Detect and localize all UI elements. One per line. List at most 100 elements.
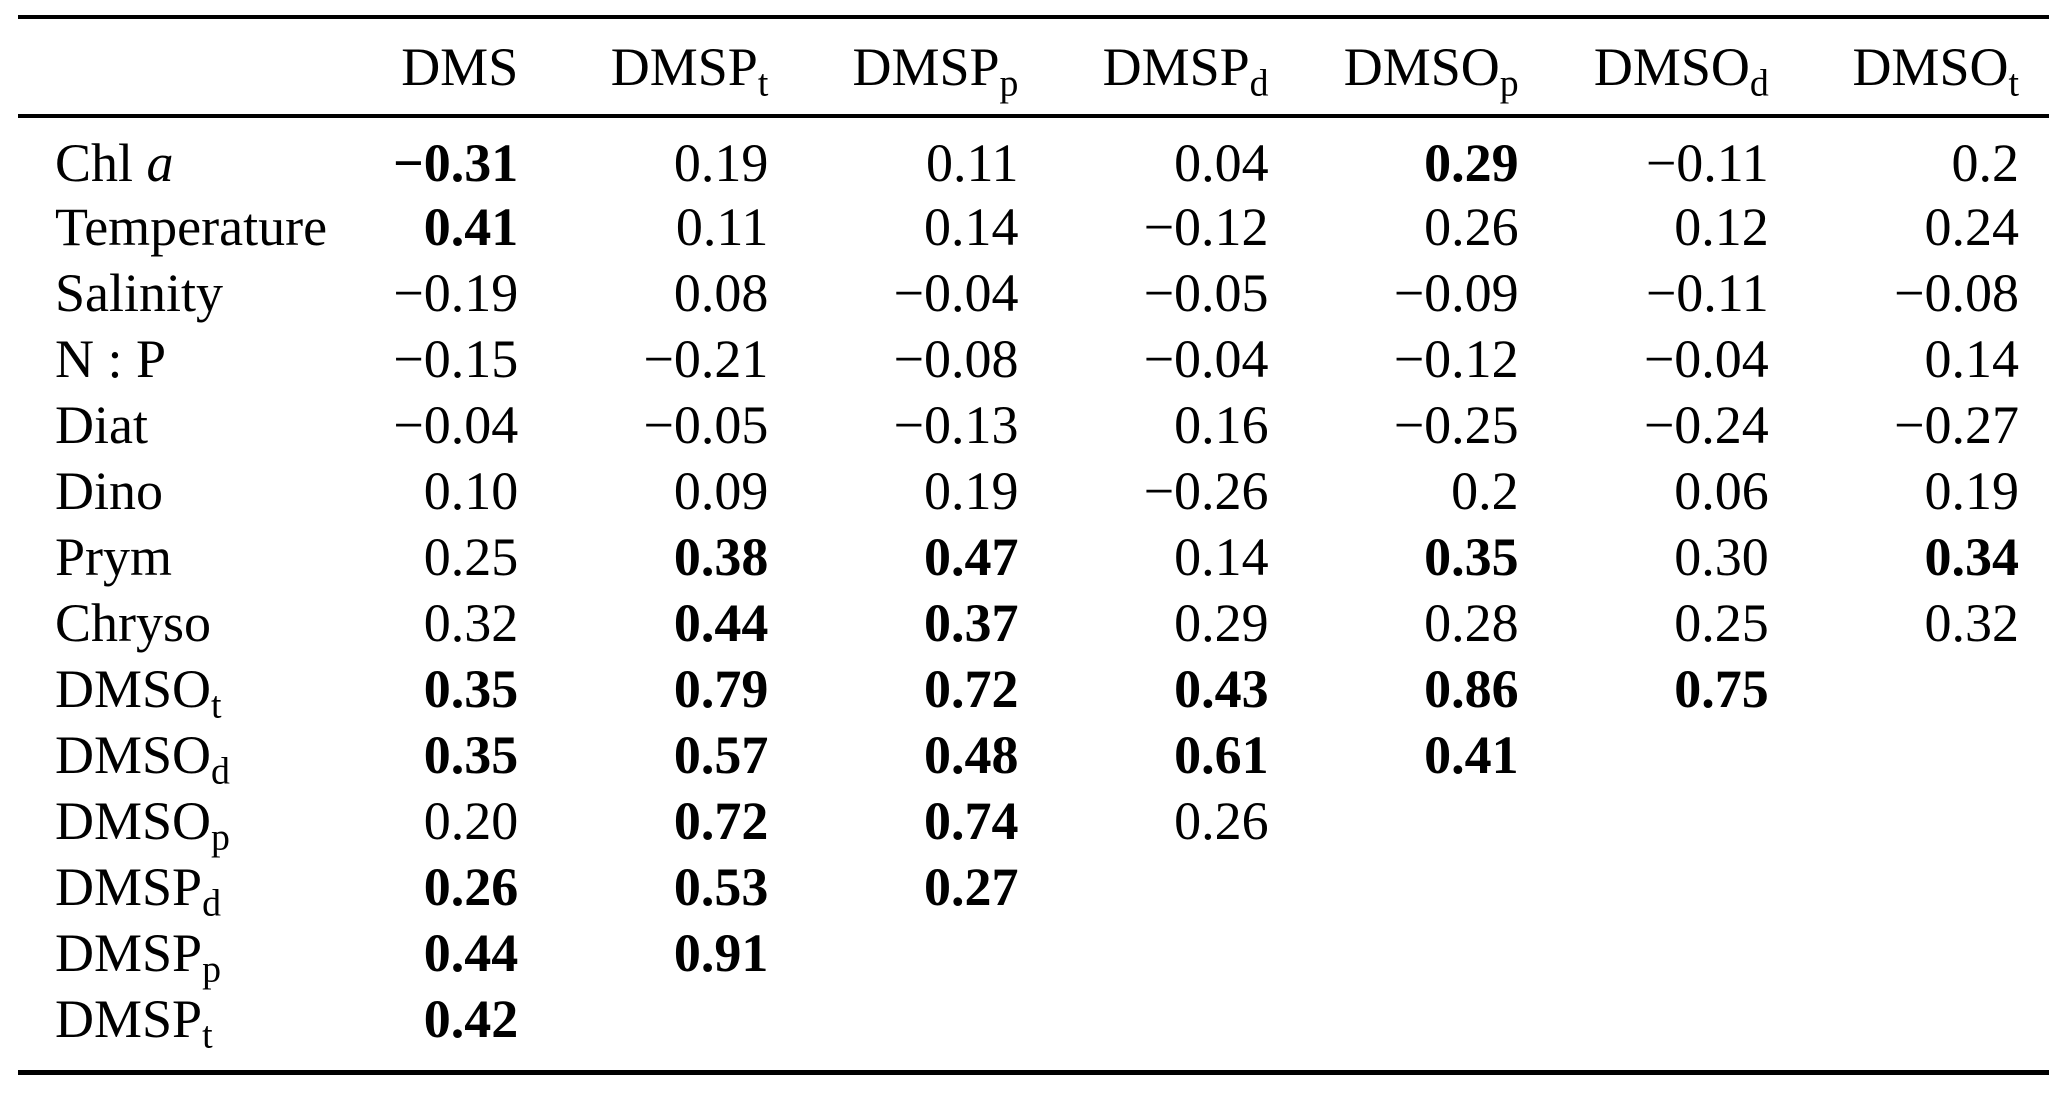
value-cell [1549, 722, 1799, 788]
value-cell: 0.2 [1451, 461, 1519, 521]
row-label: DMSPd [55, 857, 221, 925]
table-row: Salinity −0.19 0.08 −0.04 −0.05 −0.09 −0.11 −0.… [18, 260, 2049, 326]
value-cell: 0.24 [1924, 197, 2020, 257]
row-label: DMSPp [55, 923, 221, 991]
value-cell: 0.04 [1174, 133, 1269, 193]
value-cell: 0.19 [923, 461, 1019, 521]
value-cell [1549, 854, 1799, 920]
value-cell: 0.47 [923, 527, 1019, 587]
column-header: DMSPd [1102, 36, 1269, 105]
value-cell: 0.12 [1674, 197, 1769, 257]
value-cell: −0.25 [1393, 395, 1519, 455]
value-cell: 0.35 [423, 725, 519, 785]
header-subscript: p [1499, 62, 1519, 105]
value-cell: −0.26 [1143, 461, 1269, 521]
value-cell [1048, 920, 1298, 986]
value-cell: 0.06 [1674, 461, 1769, 521]
row-label: DMSOt [55, 659, 222, 727]
value-cell: 0.14 [1174, 527, 1269, 587]
value-cell: 0.09 [673, 461, 769, 521]
correlation-table: DMS DMSPt DMSPp DMSPd DMSOp DMSOd DMSOt Chl a −… [18, 19, 2049, 1054]
value-cell: −0.12 [1393, 329, 1519, 389]
value-cell: 0.25 [1674, 593, 1769, 653]
value-cell: 0.30 [1674, 527, 1769, 587]
table-row: DMSPd 0.26 0.53 0.27 [18, 854, 2049, 925]
value-cell: 0.10 [423, 461, 519, 521]
table-body: Chl a −0.31 0.19 0.11 0.04 0.29 −0.11 0.2 Temper… [18, 116, 2049, 1054]
value-cell: 0.32 [1924, 593, 2020, 653]
value-cell: −0.12 [1143, 197, 1269, 257]
value-cell: 0.32 [423, 593, 519, 653]
value-cell [1799, 788, 2049, 854]
row-label-subscript: d [202, 882, 221, 925]
table-row: N : P −0.15 −0.21 −0.08 −0.04 −0.12 −0.04 0.14 [18, 326, 2049, 392]
value-cell [798, 986, 1048, 1052]
column-header: DMSPp [852, 36, 1019, 105]
value-cell [1799, 656, 2049, 722]
table-row: Dino 0.10 0.09 0.19 −0.26 0.2 0.06 0.19 [18, 458, 2049, 524]
row-label: Chl a [55, 133, 174, 193]
value-cell: 0.72 [923, 659, 1019, 719]
row-label: Chryso [55, 593, 212, 653]
value-cell: 0.26 [423, 857, 519, 917]
value-cell: −0.21 [643, 329, 769, 389]
header-subscript: p [999, 62, 1019, 105]
value-cell: 0.61 [1174, 725, 1269, 785]
value-cell [1549, 986, 1799, 1052]
row-label: DMSOp [55, 791, 230, 859]
table-row: Chryso 0.32 0.44 0.37 0.29 0.28 0.25 0.32 [18, 590, 2049, 656]
value-cell: −0.04 [893, 263, 1019, 323]
row-label: N : P [55, 329, 167, 389]
value-cell: −0.04 [1143, 329, 1269, 389]
value-cell: −0.05 [1143, 263, 1269, 323]
row-label: Salinity [55, 263, 224, 323]
value-cell: −0.11 [1645, 263, 1769, 323]
value-cell: −0.08 [893, 329, 1019, 389]
value-cell [548, 986, 798, 1052]
row-label: Prym [55, 527, 173, 587]
row-label-subscript: t [211, 684, 222, 727]
table-row: DMSPt 0.42 [18, 986, 2049, 1054]
value-cell: 0.19 [1924, 461, 2020, 521]
table-row: Chl a −0.31 0.19 0.11 0.04 0.29 −0.11 0.2 [18, 116, 2049, 194]
value-cell: 0.74 [923, 791, 1019, 851]
value-cell: 0.11 [675, 197, 769, 257]
value-cell: 0.28 [1424, 593, 1519, 653]
value-cell: 0.2 [1951, 133, 2020, 193]
value-cell: 0.57 [673, 725, 769, 785]
value-cell [1299, 788, 1549, 854]
row-label: Dino [55, 461, 163, 521]
row-label-subscript: p [202, 948, 221, 991]
header-row: DMS DMSPt DMSPp DMSPd DMSOp DMSOd DMSOt [18, 19, 2049, 116]
value-cell: 0.53 [673, 857, 769, 917]
value-cell: 0.34 [1924, 527, 2020, 587]
value-cell: 0.86 [1424, 659, 1519, 719]
value-cell: 0.19 [673, 133, 769, 193]
value-cell: 0.08 [673, 263, 769, 323]
value-cell: 0.27 [923, 857, 1019, 917]
value-cell: −0.04 [1643, 329, 1769, 389]
value-cell [1799, 722, 2049, 788]
value-cell: −0.11 [1645, 133, 1769, 193]
value-cell: −0.04 [393, 395, 519, 455]
value-cell [1048, 986, 1298, 1052]
table-row: Temperature 0.41 0.11 0.14 −0.12 0.26 0.12 0.24 [18, 194, 2049, 260]
value-cell [1299, 854, 1549, 920]
value-cell: 0.41 [423, 197, 519, 257]
header-subscript: d [1249, 62, 1269, 105]
value-cell: 0.16 [1174, 395, 1269, 455]
value-cell: 0.26 [1174, 791, 1269, 851]
header-subscript: t [757, 62, 769, 105]
value-cell: 0.35 [1424, 527, 1519, 587]
value-cell: −0.15 [393, 329, 519, 389]
column-header: DMSOd [1593, 36, 1769, 105]
value-cell: 0.29 [1424, 133, 1519, 193]
row-label-subscript: p [211, 816, 230, 859]
value-cell [1799, 854, 2049, 920]
table-row: Prym 0.25 0.38 0.47 0.14 0.35 0.30 0.34 [18, 524, 2049, 590]
value-cell: 0.43 [1174, 659, 1269, 719]
table-row: DMSPp 0.44 0.91 [18, 920, 2049, 991]
value-cell: 0.14 [923, 197, 1019, 257]
value-cell: 0.44 [673, 593, 769, 653]
table-rules-frame: DMS DMSPt DMSPp DMSPd DMSOp DMSOd DMSOt Chl a −… [18, 15, 2049, 1075]
